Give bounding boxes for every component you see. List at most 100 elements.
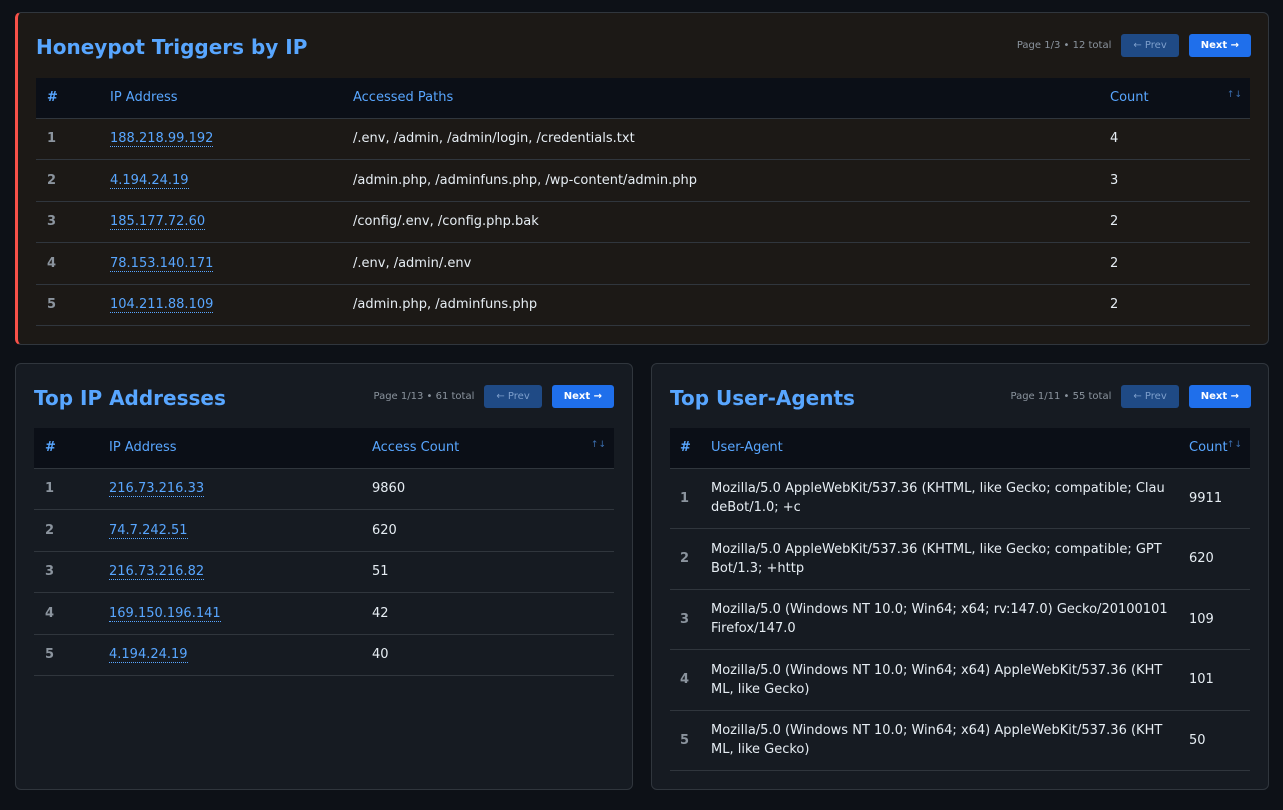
next-button[interactable]: Next →: [1188, 385, 1251, 408]
table-row: 4 169.150.196.141 42: [34, 592, 614, 635]
sort-icon[interactable]: ↑↓: [1226, 90, 1242, 100]
next-button[interactable]: Next →: [1188, 34, 1251, 57]
page-info: Page 1/11: [1010, 391, 1061, 402]
col-number[interactable]: #: [34, 428, 109, 469]
top-agents-table: # User-Agent Count ↑↓ 1 Mozilla/5.0 AppleW…: [670, 428, 1250, 771]
ip-link[interactable]: 104.211.88.109: [110, 297, 214, 314]
top-ips-panel: Top IP Addresses Page 1/13 • 61 total ← …: [15, 363, 633, 790]
honeypot-panel: Honeypot Triggers by IP Page 1/3 • 12 to…: [15, 12, 1269, 345]
cell-n: 5: [34, 634, 109, 676]
cell-n: 1: [36, 118, 110, 160]
cell-ua: Mozilla/5.0 AppleWebKit/537.36 (KHTML, l…: [711, 468, 1189, 529]
sort-icon[interactable]: ↑↓: [590, 440, 606, 450]
table-row: 4 Mozilla/5.0 (Windows NT 10.0; Win64; x6…: [670, 649, 1250, 711]
cell-paths: /.env, /admin/.env: [353, 242, 1110, 285]
total-count: 61 total: [435, 391, 475, 402]
col-ip[interactable]: IP Address: [109, 428, 372, 469]
pagination: Page 1/11 • 55 total ← Prev Next →: [1010, 385, 1251, 408]
cell-paths: /admin.php, /adminfuns.php, /wp-content/…: [353, 159, 1110, 202]
prev-button[interactable]: ← Prev: [484, 385, 542, 408]
cell-n: 2: [34, 509, 109, 552]
cell-n: 2: [36, 159, 110, 202]
col-count[interactable]: Count ↑↓: [1189, 428, 1250, 469]
cell-n: 5: [670, 710, 711, 771]
cell-n: 4: [670, 649, 711, 711]
ip-link[interactable]: 169.150.196.141: [109, 605, 221, 622]
cell-count: 2: [1110, 201, 1250, 243]
cell-n: 1: [670, 468, 711, 529]
cell-count: 3: [1110, 159, 1250, 202]
cell-count: 40: [372, 634, 614, 676]
cell-ip: 4.194.24.19: [110, 159, 353, 202]
cell-ip: 4.194.24.19: [109, 634, 372, 676]
page-info: Page 1/13: [373, 391, 424, 402]
ip-link[interactable]: 188.218.99.192: [110, 131, 214, 148]
col-ip[interactable]: IP Address: [110, 78, 353, 119]
pagination: Page 1/3 • 12 total ← Prev Next →: [1017, 34, 1251, 57]
cell-count: 4: [1110, 118, 1250, 160]
col-user-agent[interactable]: User-Agent: [711, 428, 1189, 469]
table-row: 1 Mozilla/5.0 AppleWebKit/537.36 (KHTML, …: [670, 468, 1250, 529]
sort-icon[interactable]: ↑↓: [1226, 440, 1242, 450]
cell-ip: 74.7.242.51: [109, 509, 372, 552]
prev-button[interactable]: ← Prev: [1121, 34, 1179, 57]
table-row: 1 188.218.99.192 /.env, /admin, /admin/log…: [36, 118, 1250, 160]
total-count: 55 total: [1072, 391, 1112, 402]
cell-count: 42: [372, 592, 614, 635]
cell-paths: /.env, /admin, /admin/login, /credential…: [353, 118, 1110, 160]
cell-ua: Mozilla/5.0 (Windows NT 10.0; Win64; x64…: [711, 710, 1189, 771]
ip-link[interactable]: 4.194.24.19: [110, 172, 189, 189]
cell-paths: /config/.env, /config.php.bak: [353, 201, 1110, 243]
panel-title: Top User-Agents: [670, 386, 855, 410]
table-row: 3 216.73.216.82 51: [34, 551, 614, 593]
table-row: 2 Mozilla/5.0 AppleWebKit/537.36 (KHTML, …: [670, 528, 1250, 590]
top-ips-table: # IP Address Access Count ↑↓ 1 216.73.216.…: [34, 428, 614, 676]
cell-ip: 216.73.216.33: [109, 468, 372, 510]
ip-link[interactable]: 78.153.140.171: [110, 255, 214, 272]
top-user-agents-panel: Top User-Agents Page 1/11 • 55 total ← P…: [651, 363, 1269, 790]
cell-count: 620: [372, 509, 614, 552]
cell-count: 50: [1189, 710, 1250, 771]
ip-link[interactable]: 185.177.72.60: [110, 214, 206, 231]
cell-ip: 216.73.216.82: [109, 551, 372, 593]
table-row: 5 4.194.24.19 40: [34, 634, 614, 676]
ip-link[interactable]: 216.73.216.82: [109, 564, 205, 581]
cell-paths: /admin.php, /adminfuns.php: [353, 284, 1110, 326]
col-access-count[interactable]: Access Count ↑↓: [372, 428, 614, 469]
cell-ua: Mozilla/5.0 (Windows NT 10.0; Win64; x64…: [711, 589, 1189, 650]
pagination: Page 1/13 • 61 total ← Prev Next →: [373, 385, 614, 408]
cell-ip: 169.150.196.141: [109, 592, 372, 635]
cell-ua: Mozilla/5.0 (Windows NT 10.0; Win64; x64…: [711, 649, 1189, 711]
col-paths[interactable]: Accessed Paths: [353, 78, 1110, 119]
prev-button[interactable]: ← Prev: [1121, 385, 1179, 408]
panel-title: Top IP Addresses: [34, 386, 226, 410]
col-number[interactable]: #: [36, 78, 110, 119]
cell-n: 4: [36, 242, 110, 285]
table-row: 2 74.7.242.51 620: [34, 509, 614, 552]
cell-count: 9860: [372, 468, 614, 510]
ip-link[interactable]: 216.73.216.33: [109, 481, 205, 498]
next-button[interactable]: Next →: [551, 385, 614, 408]
cell-n: 5: [36, 284, 110, 326]
ip-link[interactable]: 74.7.242.51: [109, 522, 188, 539]
cell-count: 51: [372, 551, 614, 593]
cell-count: 620: [1189, 528, 1250, 590]
cell-count: 109: [1189, 589, 1250, 650]
cell-n: 3: [670, 589, 711, 650]
table-row: 5 104.211.88.109/admin.php, /adminfuns.ph…: [36, 284, 1250, 326]
cell-count: 101: [1189, 649, 1250, 711]
table-row: 3 Mozilla/5.0 (Windows NT 10.0; Win64; x6…: [670, 589, 1250, 650]
col-number[interactable]: #: [670, 428, 711, 469]
cell-ip: 188.218.99.192: [110, 118, 353, 160]
cell-count: 2: [1110, 242, 1250, 285]
cell-ip: 104.211.88.109: [110, 284, 353, 326]
panel-title: Honeypot Triggers by IP: [36, 35, 308, 59]
table-row: 4 78.153.140.171 /.env, /admin/.env 2: [36, 242, 1250, 285]
cell-ip: 185.177.72.60: [110, 201, 353, 243]
col-count[interactable]: Count ↑↓: [1110, 78, 1250, 119]
table-row: 1 216.73.216.33 9860: [34, 468, 614, 510]
cell-n: 2: [670, 528, 711, 590]
honeypot-table: # IP Address Accessed Paths Count ↑↓ 1 188…: [36, 78, 1250, 326]
cell-ip: 78.153.140.171: [110, 242, 353, 285]
ip-link[interactable]: 4.194.24.19: [109, 647, 188, 664]
